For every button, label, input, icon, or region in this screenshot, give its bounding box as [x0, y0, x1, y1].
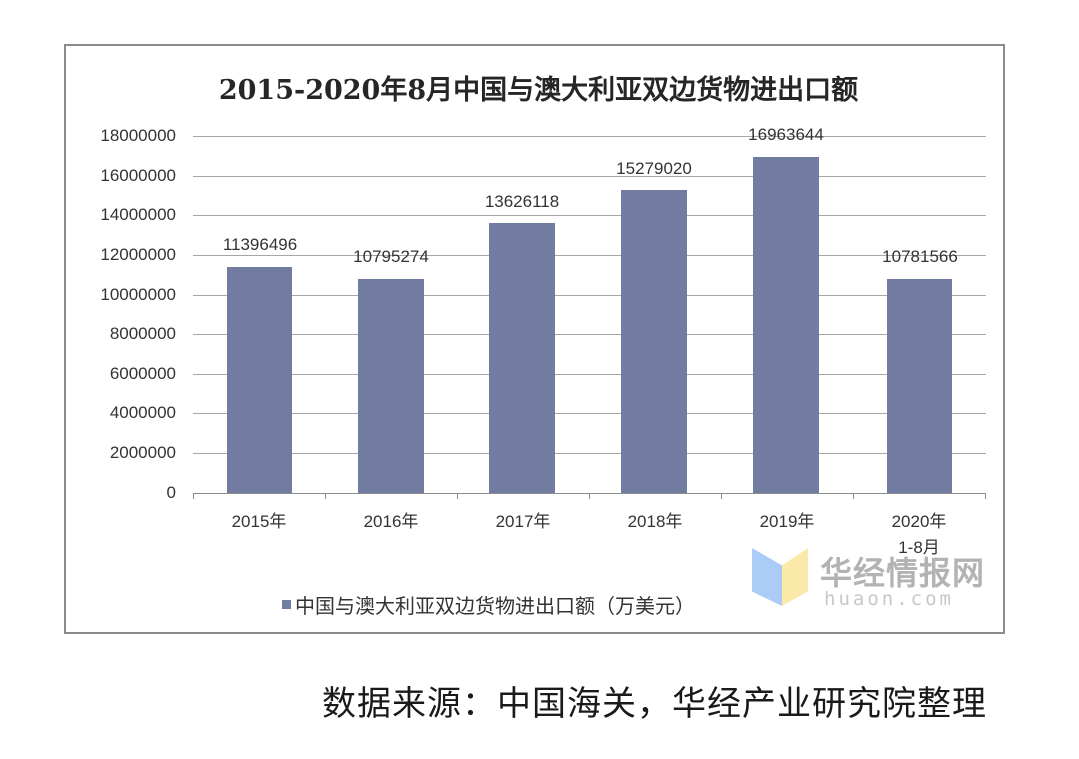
data-label: 10795274: [353, 247, 429, 266]
bar-2020: [887, 279, 952, 493]
y-tick-label: 8000000: [109, 324, 176, 343]
x-tick-label: 2015年: [231, 512, 287, 531]
y-tick-label: 16000000: [100, 166, 176, 185]
gridline: [193, 334, 986, 335]
bar-2017: [489, 223, 555, 493]
data-label: 15279020: [616, 159, 692, 178]
y-tick-label: 18000000: [100, 126, 176, 145]
x-tick-label: 2020年: [891, 512, 947, 531]
y-tick-label: 6000000: [109, 364, 176, 383]
gridline: [193, 295, 986, 296]
x-tick-mark: [853, 493, 854, 499]
watermark-en: huaon.com: [824, 588, 954, 610]
x-tick-mark: [457, 493, 458, 499]
chart-title: 2015-2020年8月中国与澳大利亚双边货物进出口额: [0, 68, 1079, 107]
source-note: 数据来源：中国海关，华经产业研究院整理: [322, 685, 987, 723]
y-tick-label: 14000000: [100, 205, 176, 224]
x-tick-label: 2017年: [495, 512, 551, 531]
gridline: [193, 215, 986, 216]
bar-2018: [621, 190, 687, 493]
legend: 中国与澳大利亚双边货物进出口额（万美元）: [282, 590, 695, 619]
x-tick-mark: [589, 493, 590, 499]
bar-2019: [753, 157, 819, 493]
x-tick-mark: [325, 493, 326, 499]
x-tick-label-line2: 1-8月: [898, 538, 940, 557]
x-tick-label: 2016年: [363, 512, 419, 531]
x-tick-mark: [985, 493, 986, 499]
gridline: [193, 176, 986, 177]
legend-swatch: [282, 600, 291, 609]
bar-2016: [358, 279, 424, 493]
y-tick-label: 4000000: [109, 403, 176, 422]
legend-label: 中国与澳大利亚双边货物进出口额（万美元）: [295, 596, 695, 618]
gridline: [193, 374, 986, 375]
data-label: 16963644: [748, 125, 824, 144]
x-tick-label: 2019年: [759, 512, 815, 531]
watermark-cn: 华经情报网: [820, 555, 986, 591]
x-tick-mark: [721, 493, 722, 499]
x-tick-label: 2018年: [627, 512, 683, 531]
gridline: [193, 255, 986, 256]
data-label: 10781566: [882, 247, 958, 266]
data-label: 13626118: [484, 192, 560, 211]
data-label: 11396496: [222, 235, 298, 254]
x-tick-mark: [193, 493, 194, 499]
bar-2015: [227, 267, 292, 493]
watermark: 华经情报网 huaon.com: [752, 546, 1002, 614]
y-tick-label: 12000000: [100, 245, 176, 264]
chart-title-text: 2015-2020年8月中国与澳大利亚双边货物进出口额: [218, 75, 859, 106]
y-tick-label: 2000000: [109, 443, 176, 462]
watermark-logo-icon: [782, 548, 808, 606]
y-tick-label: 10000000: [100, 285, 176, 304]
gridline: [193, 136, 986, 137]
watermark-logo-icon: [752, 548, 782, 606]
gridline: [193, 453, 986, 454]
gridline: [193, 413, 986, 414]
y-tick-label: 0: [166, 483, 176, 502]
